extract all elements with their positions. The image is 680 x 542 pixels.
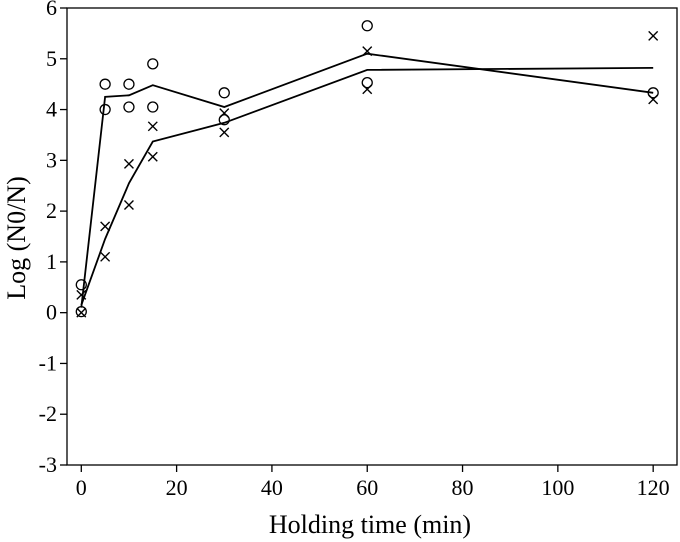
y-tick-label: 4 [46, 97, 57, 122]
x-tick-label: 80 [452, 475, 474, 500]
cross-marker [362, 84, 373, 95]
y-tick-label: 3 [46, 147, 57, 172]
y-tick-label: -3 [39, 452, 57, 477]
circle-marker [99, 78, 111, 90]
plot-frame [66, 7, 678, 466]
circle-marker [123, 101, 135, 113]
fit-line-2 [80, 67, 654, 306]
y-tick-label: 1 [46, 249, 57, 274]
cross-marker [648, 94, 659, 105]
cross-marker [648, 30, 659, 41]
x-tick-label: 0 [76, 475, 87, 500]
x-tick-label: 60 [356, 475, 378, 500]
y-tick-label: 5 [46, 46, 57, 71]
cross-marker [362, 46, 373, 57]
cross-marker [219, 108, 230, 119]
y-tick-label: 2 [46, 198, 57, 223]
fit-lines [80, 52, 654, 308]
plot-area [66, 7, 678, 466]
x-tick-label: 20 [166, 475, 188, 500]
circle-marker [218, 114, 230, 126]
cross-marker [100, 221, 111, 232]
circle-marker [75, 279, 87, 291]
circle-marker [147, 101, 159, 113]
cross-marker [100, 251, 111, 262]
x-axis-title: Holding time (min) [269, 510, 471, 539]
y-tick-label: 6 [46, 0, 57, 20]
circle-marker [99, 103, 111, 116]
x-tick-label: 120 [637, 475, 670, 500]
x-tick-label: 40 [261, 475, 283, 500]
cross-marker [147, 151, 158, 162]
circle-marker [147, 58, 159, 70]
fit-line-1 [80, 52, 654, 308]
y-tick-label: 0 [46, 300, 57, 325]
y-axis: -3 -2 -1 0 1 2 3 4 5 6 [39, 0, 67, 477]
circle-marker [361, 76, 373, 89]
circle-marker [647, 87, 659, 99]
circle-marker [361, 20, 373, 32]
data-markers [75, 20, 659, 318]
y-axis-title: Log (N0/N) [2, 176, 31, 299]
y-tick-label: -2 [39, 401, 57, 426]
y-tick-label: -1 [39, 350, 57, 375]
x-tick-label: 100 [541, 475, 574, 500]
cross-marker [76, 289, 87, 300]
circle-marker [218, 87, 230, 99]
cross-marker [76, 307, 87, 318]
cross-marker [123, 158, 134, 169]
cross-marker [219, 127, 230, 138]
circle-marker [75, 306, 87, 318]
cross-marker [147, 121, 158, 132]
x-axis: 0 20 40 60 80 100 120 [76, 465, 670, 500]
circle-marker [123, 78, 135, 90]
cross-marker [123, 200, 134, 211]
